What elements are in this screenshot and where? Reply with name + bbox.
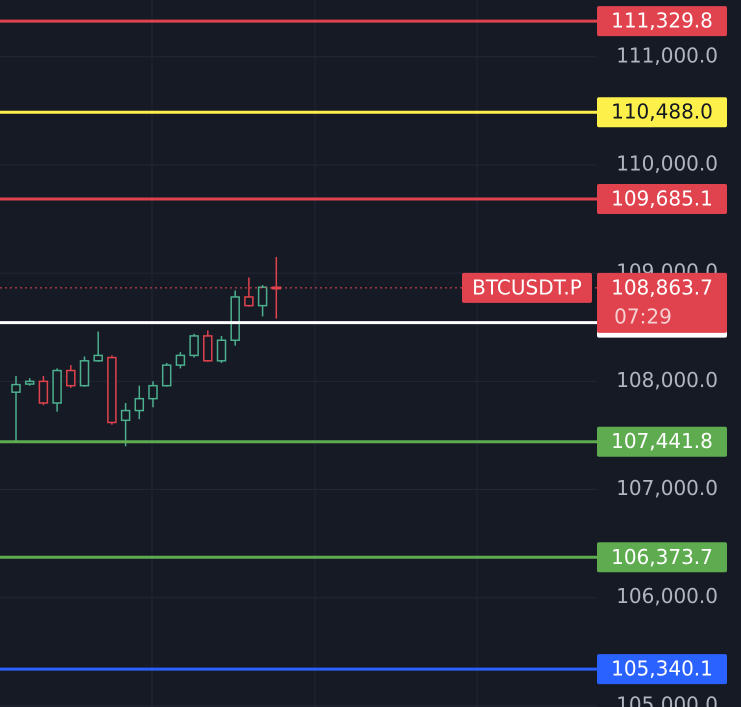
candle-body xyxy=(244,296,254,307)
price-level-label: 107,441.8 xyxy=(611,429,713,453)
candle-body xyxy=(79,360,90,387)
price-level-label: 109,685.1 xyxy=(611,187,713,211)
countdown-label: 07:29 xyxy=(614,304,672,328)
price-level-box xyxy=(597,654,727,685)
price-level-box xyxy=(597,97,727,128)
candle-body xyxy=(216,339,227,362)
y-tick-label: 107,000.0 xyxy=(616,476,718,500)
candle-body xyxy=(148,384,158,400)
price-level-box xyxy=(597,542,727,573)
candle-body xyxy=(93,354,103,362)
candle-body xyxy=(230,296,240,341)
y-tick-label: 111,000.0 xyxy=(616,43,718,67)
symbol-label: BTCUSDT.P xyxy=(472,275,582,299)
y-tick-label: 105,000.0 xyxy=(616,692,718,707)
candle-body xyxy=(52,369,62,404)
candle-body xyxy=(11,383,21,393)
price-level-box xyxy=(597,6,727,37)
y-tick-label: 110,000.0 xyxy=(616,151,718,175)
price-level-box xyxy=(597,184,727,215)
candle-body xyxy=(203,335,213,362)
candle-body xyxy=(24,380,35,385)
y-tick-label: 106,000.0 xyxy=(616,584,718,608)
candle-body xyxy=(38,380,49,404)
candle-body xyxy=(120,409,131,422)
price-level-label: 105,340.1 xyxy=(611,657,713,681)
candle-body xyxy=(189,335,199,357)
current-price-box xyxy=(597,272,727,333)
price-level-label: 106,373.7 xyxy=(611,545,713,569)
candle-body xyxy=(107,356,117,424)
candle-body xyxy=(257,286,268,307)
candle-body xyxy=(161,364,172,387)
y-tick-label: 108,000.0 xyxy=(616,368,718,392)
price-level-box xyxy=(597,426,727,457)
candle-body xyxy=(66,369,76,387)
price-level-label: 111,329.8 xyxy=(611,9,713,33)
symbol-box xyxy=(462,272,592,303)
price-level-label: 110,488.0 xyxy=(611,100,713,124)
candle-body xyxy=(134,397,145,412)
current-price-label: 108,863.7 xyxy=(611,275,713,299)
candle-body xyxy=(175,354,186,366)
